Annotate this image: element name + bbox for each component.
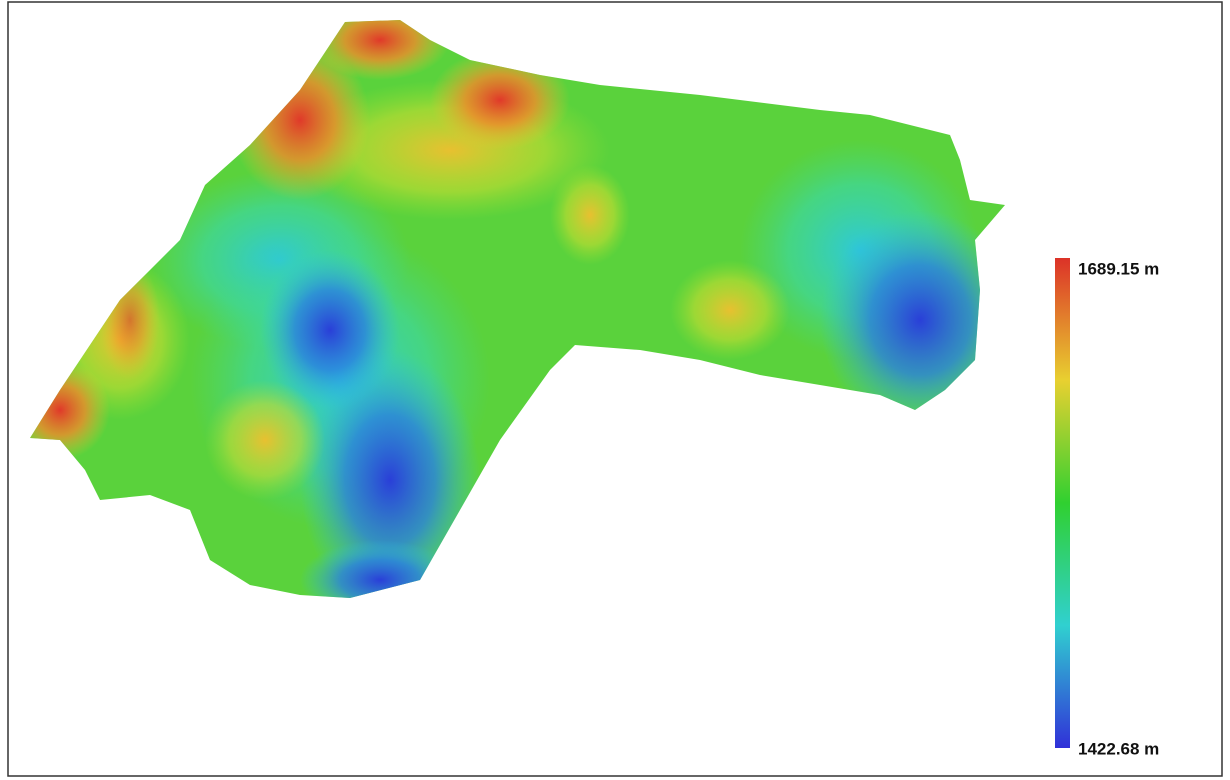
page: {"legend": {"max_label": "1689.15 m", "m… <box>0 0 1230 780</box>
legend-max-label: 1689.15 m <box>1078 259 1159 278</box>
map-view: 1689.15 m 1422.68 m <box>0 0 1230 780</box>
color-bar <box>1055 258 1070 748</box>
legend-min-label: 1422.68 m <box>1078 739 1159 758</box>
